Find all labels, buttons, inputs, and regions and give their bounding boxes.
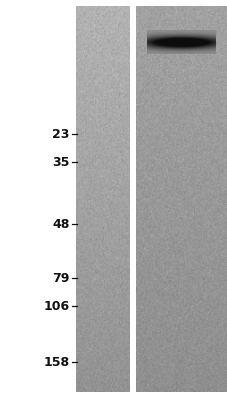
Text: 48: 48 <box>52 218 69 230</box>
Text: 35: 35 <box>52 156 69 168</box>
Text: 79: 79 <box>52 272 69 284</box>
Text: 158: 158 <box>43 356 69 368</box>
Text: 23: 23 <box>52 128 69 140</box>
Text: 106: 106 <box>43 300 69 312</box>
Bar <box>130 6 136 392</box>
